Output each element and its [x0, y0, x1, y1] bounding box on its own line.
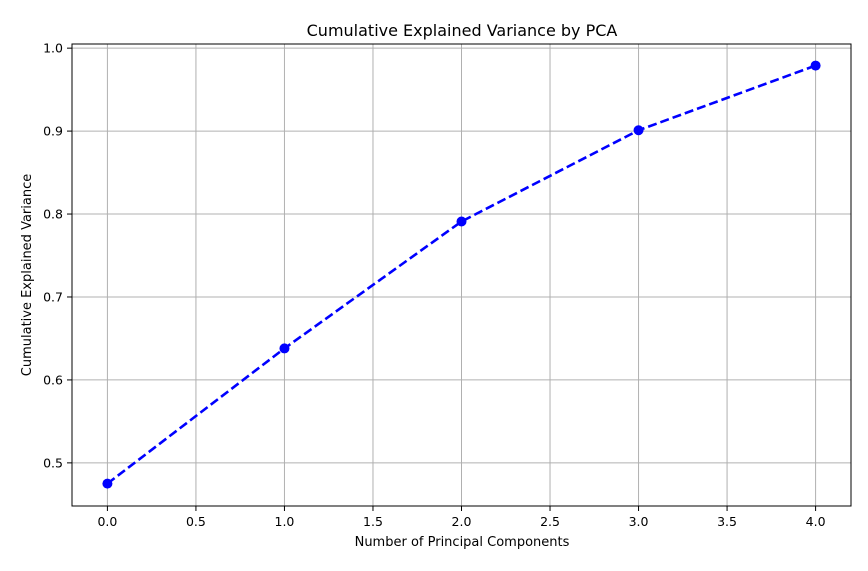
x-tick-label: 1.0 [275, 514, 295, 529]
data-point [279, 343, 290, 354]
x-tick-label: 1.5 [363, 514, 383, 529]
grid [72, 44, 851, 506]
x-axis-ticks: 0.0 0.5 1.0 1.5 2.0 2.5 3.0 3.5 4.0 [97, 506, 826, 529]
data-point [102, 478, 113, 489]
x-tick-label: 2.0 [452, 514, 472, 529]
series-layer [102, 60, 821, 489]
series-line [106, 64, 817, 485]
chart-title: Cumulative Explained Variance by PCA [307, 21, 618, 40]
data-point [456, 216, 467, 227]
y-tick-label: 0.7 [43, 289, 63, 304]
x-tick-label: 0.5 [186, 514, 206, 529]
x-axis-label: Number of Principal Components [355, 535, 570, 550]
y-tick-label: 0.9 [43, 124, 63, 139]
x-tick-label: 2.5 [540, 514, 560, 529]
y-axis-ticks: 0.5 0.6 0.7 0.8 0.9 1.0 [43, 41, 72, 470]
y-tick-label: 0.8 [43, 207, 63, 222]
y-axis-label: Cumulative Explained Variance [20, 174, 35, 376]
y-tick-label: 0.5 [43, 455, 63, 470]
y-tick-label: 1.0 [43, 41, 63, 56]
x-tick-label: 3.0 [629, 514, 649, 529]
x-tick-label: 0.0 [97, 514, 117, 529]
data-point [633, 125, 644, 136]
y-tick-label: 0.6 [43, 372, 63, 387]
data-point [810, 60, 821, 71]
x-tick-label: 4.0 [806, 514, 826, 529]
x-tick-label: 3.5 [717, 514, 737, 529]
